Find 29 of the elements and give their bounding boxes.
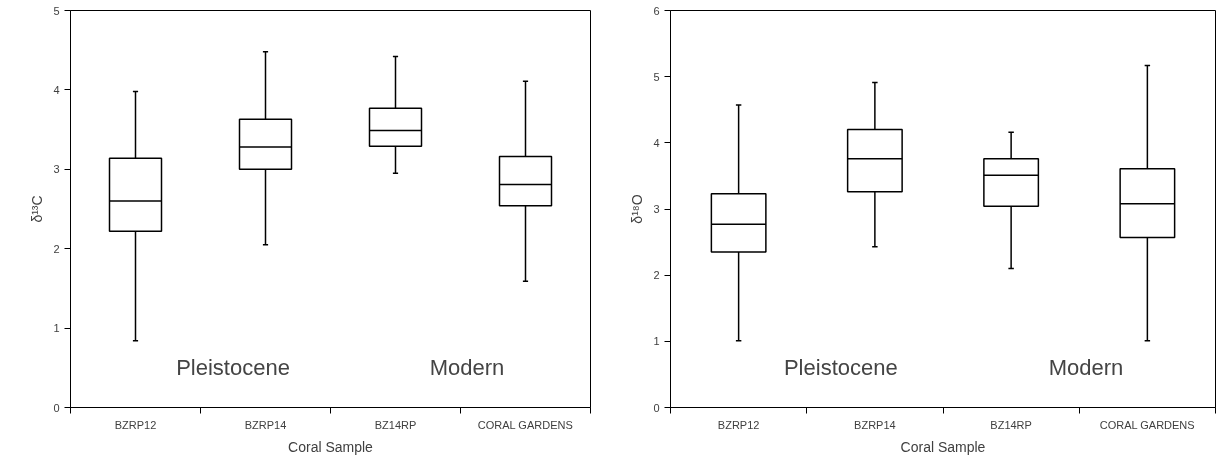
annotation: Modern <box>1048 354 1124 380</box>
y-tick-label: 3 <box>53 163 60 176</box>
x-axis-title: Coral Sample <box>288 438 374 455</box>
annotation: Modern <box>429 354 505 380</box>
x-tick-label: BZRP14 <box>244 418 287 431</box>
y-axis-title: δ¹³C <box>29 195 46 223</box>
y-tick-label: 1 <box>653 335 660 348</box>
y-tick-label: 4 <box>653 136 660 149</box>
y-tick-label: 5 <box>653 70 660 83</box>
y-tick-label: 1 <box>53 322 60 335</box>
x-tick-label: CORAL GARDENS <box>477 418 573 431</box>
x-tick-label: BZRP12 <box>114 418 157 431</box>
y-tick-label: 0 <box>53 401 60 414</box>
y-tick-label: 3 <box>653 203 660 215</box>
y-tick-label: 2 <box>653 269 660 282</box>
annotation: Pleistocene <box>783 354 898 380</box>
y-tick-label: 6 <box>653 4 660 17</box>
x-tick-label: BZRP14 <box>854 418 896 431</box>
y-tick-label: 2 <box>53 242 60 255</box>
x-tick-label: BZRP12 <box>717 418 760 431</box>
x-tick-label: BZ14RP <box>990 418 1032 431</box>
x-axis-title: Coral Sample <box>900 438 986 455</box>
x-tick-label: CORAL GARDENS <box>1099 418 1195 431</box>
y-axis-title: δ¹⁸O <box>629 194 646 224</box>
y-tick-label: 5 <box>53 4 60 17</box>
x-tick-label: BZ14RP <box>374 418 417 431</box>
annotation: Pleistocene <box>176 354 290 380</box>
y-tick-label: 0 <box>653 401 660 414</box>
y-tick-label: 4 <box>53 83 60 96</box>
